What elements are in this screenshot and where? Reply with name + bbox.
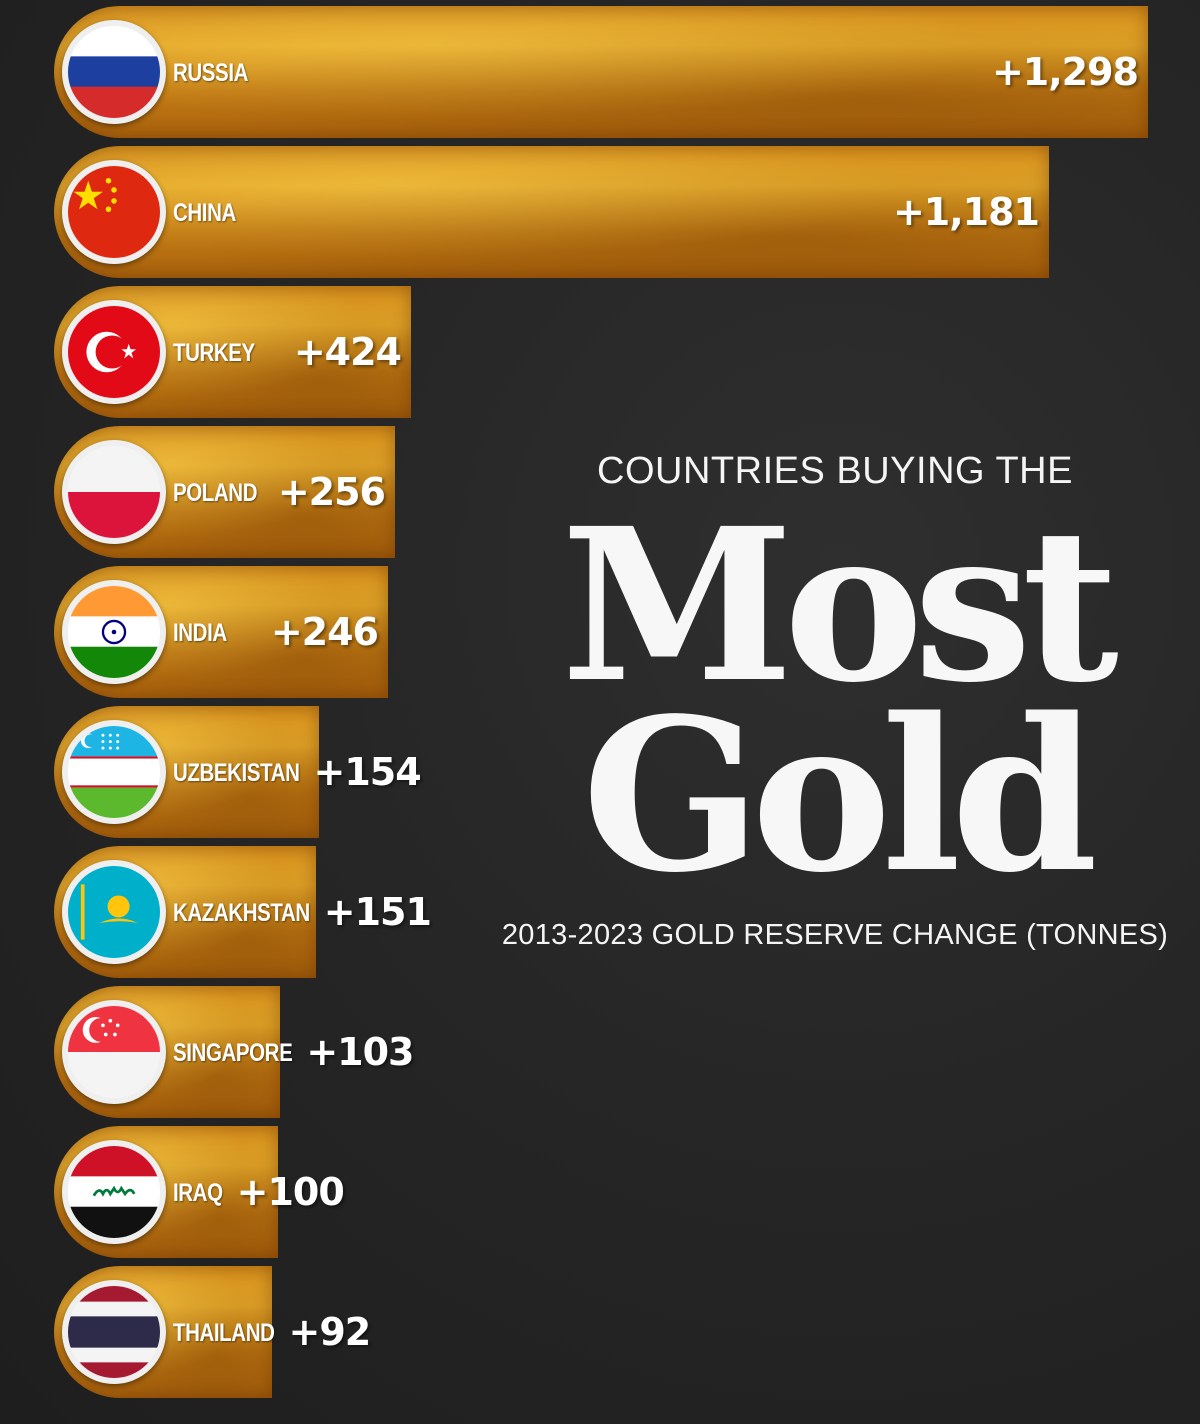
value-label-poland: +256 bbox=[277, 470, 386, 514]
value-label-china: +1,181 bbox=[892, 190, 1040, 234]
bar-china bbox=[54, 146, 1049, 278]
value-label-turkey: +424 bbox=[293, 330, 402, 374]
uzbekistan-flag-icon bbox=[62, 720, 166, 824]
country-label-kazakhstan: KAZAKHSTAN bbox=[173, 899, 310, 927]
value-label-russia: +1,298 bbox=[991, 50, 1139, 94]
singapore-flag-icon bbox=[62, 1000, 166, 1104]
chart-title: COUNTRIES BUYING THE bbox=[597, 450, 1073, 492]
china-flag-icon bbox=[62, 160, 166, 264]
russia-flag-icon bbox=[62, 20, 166, 124]
poland-flag-icon bbox=[62, 440, 166, 544]
title-block: COUNTRIES BUYING THE Most Gold 2013-2023… bbox=[500, 450, 1170, 952]
value-label-iraq: +100 bbox=[236, 1170, 345, 1214]
country-label-iraq: IRAQ bbox=[173, 1179, 223, 1207]
bar-russia bbox=[54, 6, 1148, 138]
india-flag-icon bbox=[62, 580, 166, 684]
value-label-kazakhstan: +151 bbox=[323, 890, 432, 934]
turkey-flag-icon bbox=[62, 300, 166, 404]
country-label-russia: RUSSIA bbox=[173, 59, 249, 87]
value-label-uzbekistan: +154 bbox=[313, 750, 421, 794]
country-label-india: INDIA bbox=[173, 619, 227, 647]
country-label-uzbekistan: UZBEKISTAN bbox=[173, 759, 300, 787]
title-emphasis-gold: Gold bbox=[581, 672, 1098, 919]
country-label-poland: POLAND bbox=[173, 479, 258, 507]
value-label-india: +246 bbox=[270, 610, 379, 654]
kazakhstan-flag-icon bbox=[62, 860, 166, 964]
country-label-turkey: TURKEY bbox=[173, 339, 255, 367]
chart-subtitle: 2013-2023 GOLD RESERVE CHANGE (TONNES) bbox=[501, 919, 1169, 951]
country-label-china: CHINA bbox=[173, 199, 236, 227]
value-label-thailand: +92 bbox=[288, 1310, 371, 1354]
country-label-singapore: SINGAPORE bbox=[173, 1039, 293, 1067]
iraq-flag-icon bbox=[62, 1140, 166, 1244]
title-emphasis-most: Most bbox=[561, 482, 1119, 729]
thailand-flag-icon bbox=[62, 1280, 166, 1384]
country-label-thailand: THAILAND bbox=[173, 1319, 275, 1347]
value-label-singapore: +103 bbox=[306, 1030, 414, 1074]
